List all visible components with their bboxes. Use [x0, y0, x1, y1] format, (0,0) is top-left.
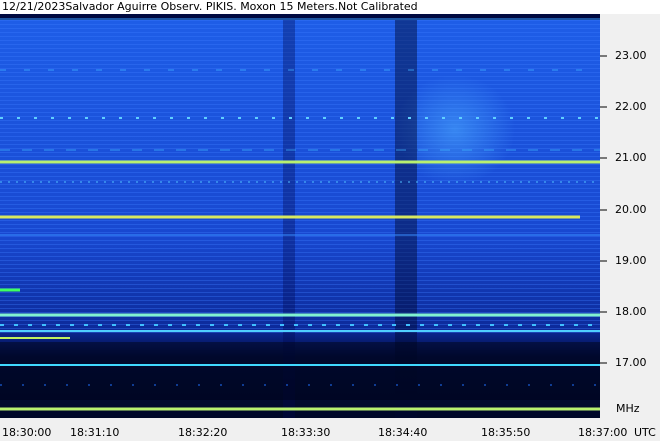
x-label: 18:35:50 — [481, 426, 530, 439]
x-label: 18:31:10 — [70, 426, 119, 439]
y-label: 17.00 — [615, 356, 647, 369]
title-bar — [0, 0, 660, 14]
title: 12/21/2023Salvador Aguirre Observ. PIKIS… — [2, 0, 418, 13]
y-label: 21.00 — [615, 151, 647, 164]
y-label: 23.00 — [615, 49, 647, 62]
y-label: 19.00 — [615, 254, 647, 267]
y-label: 18.00 — [615, 305, 647, 318]
spectrogram — [0, 14, 600, 418]
x-label: 18:32:20 — [178, 426, 227, 439]
y-unit: MHz — [616, 402, 640, 415]
x-unit: UTC — [634, 426, 656, 439]
x-axis: 18:30:00 18:31:10 18:32:20 18:33:30 18:3… — [2, 426, 656, 439]
y-label: 22.00 — [615, 100, 647, 113]
x-label: 18:33:30 — [281, 426, 330, 439]
x-label: 18:37:00 — [578, 426, 627, 439]
y-axis: 23.00 22.00 21.00 20.00 19.00 18.00 17.0… — [600, 49, 647, 415]
x-label: 18:34:40 — [378, 426, 427, 439]
y-label: 20.00 — [615, 203, 647, 216]
x-label: 18:30:00 — [2, 426, 51, 439]
